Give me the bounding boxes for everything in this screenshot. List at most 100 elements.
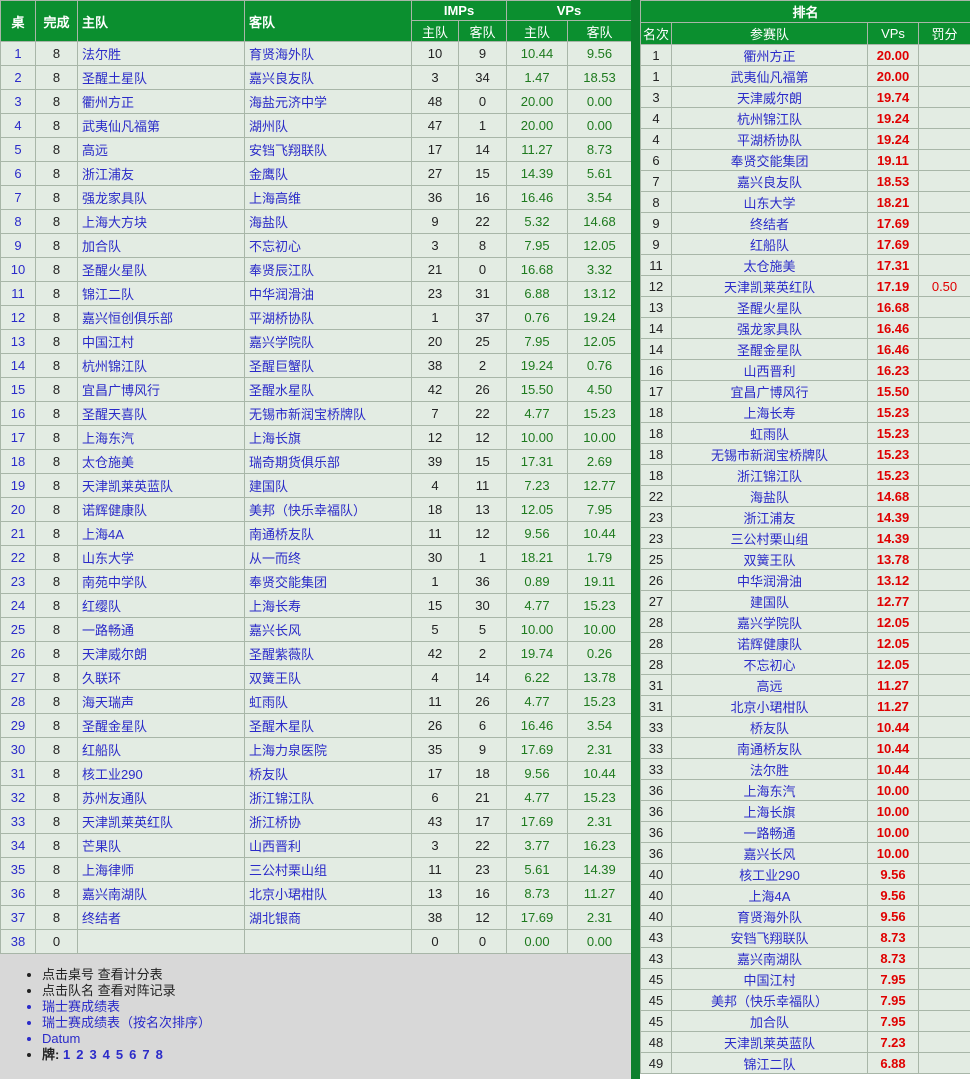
away-team-link[interactable]: 圣醒紫薇队 (244, 641, 412, 666)
board-link-7[interactable]: 7 (142, 1047, 150, 1062)
ranking-team-link[interactable]: 中华润滑油 (671, 569, 868, 591)
table-number-link[interactable]: 27 (0, 665, 36, 690)
table-number-link[interactable]: 37 (0, 905, 36, 930)
home-team-link[interactable]: 上海4A (77, 521, 245, 546)
table-number-link[interactable]: 23 (0, 569, 36, 594)
away-team-link[interactable]: 浙江锦江队 (244, 785, 412, 810)
table-number-link[interactable]: 15 (0, 377, 36, 402)
ranking-team-link[interactable]: 上海东汽 (671, 779, 868, 801)
ranking-team-link[interactable]: 衢州方正 (671, 44, 868, 66)
away-team-link[interactable]: 奉贤交能集团 (244, 569, 412, 594)
away-team-link[interactable]: 嘉兴学院队 (244, 329, 412, 354)
away-team-link[interactable]: 三公村栗山组 (244, 857, 412, 882)
home-team-link[interactable]: 天津威尔朗 (77, 641, 245, 666)
table-number-link[interactable]: 22 (0, 545, 36, 570)
link-swiss-results[interactable]: 瑞士赛成绩表 (42, 999, 211, 1015)
table-number-link[interactable]: 10 (0, 257, 36, 282)
table-number-link[interactable]: 13 (0, 329, 36, 354)
board-link-2[interactable]: 2 (76, 1047, 84, 1062)
home-team-link[interactable]: 圣醒火星队 (77, 257, 245, 282)
table-number-link[interactable]: 24 (0, 593, 36, 618)
ranking-team-link[interactable]: 圣醒金星队 (671, 338, 868, 360)
away-team-link[interactable]: 平湖桥协队 (244, 305, 412, 330)
home-team-link[interactable]: 红船队 (77, 737, 245, 762)
table-number-link[interactable]: 33 (0, 809, 36, 834)
home-team-link[interactable]: 圣醒土星队 (77, 65, 245, 90)
table-number-link[interactable]: 18 (0, 449, 36, 474)
table-number-link[interactable]: 19 (0, 473, 36, 498)
table-number-link[interactable]: 34 (0, 833, 36, 858)
ranking-team-link[interactable]: 太仓施美 (671, 254, 868, 276)
away-team-link[interactable]: 建国队 (244, 473, 412, 498)
home-team-link[interactable]: 浙江浦友 (77, 161, 245, 186)
table-number-link[interactable]: 29 (0, 713, 36, 738)
away-team-link[interactable]: 金鹰队 (244, 161, 412, 186)
home-team-link[interactable]: 锦江二队 (77, 281, 245, 306)
away-team-link[interactable]: 北京小珺柑队 (244, 881, 412, 906)
ranking-team-link[interactable]: 美邦（快乐幸福队） (671, 989, 868, 1011)
ranking-team-link[interactable]: 嘉兴南湖队 (671, 947, 868, 969)
away-team-link[interactable]: 嘉兴良友队 (244, 65, 412, 90)
ranking-team-link[interactable]: 平湖桥协队 (671, 128, 868, 150)
board-link-5[interactable]: 5 (115, 1047, 124, 1062)
ranking-team-link[interactable]: 山西晋利 (671, 359, 868, 381)
home-team-link[interactable]: 终结者 (77, 905, 245, 930)
away-team-link[interactable]: 湖北银商 (244, 905, 412, 930)
ranking-team-link[interactable]: 双簧王队 (671, 548, 868, 570)
ranking-team-link[interactable]: 浙江锦江队 (671, 464, 868, 486)
ranking-team-link[interactable]: 浙江浦友 (671, 506, 868, 528)
ranking-team-link[interactable]: 天津凯莱英红队 (671, 275, 868, 297)
ranking-team-link[interactable]: 高远 (671, 674, 868, 696)
home-team-link[interactable]: 芒果队 (77, 833, 245, 858)
table-number-link[interactable]: 25 (0, 617, 36, 642)
ranking-team-link[interactable]: 宜昌广博风行 (671, 380, 868, 402)
away-team-link[interactable]: 瑞奇期货俱乐部 (244, 449, 412, 474)
ranking-team-link[interactable]: 上海长寿 (671, 401, 868, 423)
ranking-team-link[interactable]: 加合队 (671, 1010, 868, 1032)
home-team-link[interactable]: 天津凯莱英蓝队 (77, 473, 245, 498)
ranking-team-link[interactable]: 上海4A (671, 884, 868, 906)
ranking-team-link[interactable]: 圣醒火星队 (671, 296, 868, 318)
home-team-link[interactable]: 一路畅通 (77, 617, 245, 642)
home-team-link[interactable]: 武夷仙凡福第 (77, 113, 245, 138)
away-team-link[interactable]: 育贤海外队 (244, 41, 412, 66)
board-link-4[interactable]: 4 (102, 1047, 110, 1062)
ranking-team-link[interactable]: 建国队 (671, 590, 868, 612)
board-link-1[interactable]: 1 (62, 1047, 71, 1062)
table-number-link[interactable]: 9 (0, 233, 36, 258)
away-team-link[interactable]: 山西晋利 (244, 833, 412, 858)
ranking-team-link[interactable]: 北京小珺柑队 (671, 695, 868, 717)
table-number-link[interactable]: 21 (0, 521, 36, 546)
table-number-link[interactable]: 31 (0, 761, 36, 786)
ranking-team-link[interactable]: 三公村栗山组 (671, 527, 868, 549)
table-number-link[interactable]: 12 (0, 305, 36, 330)
table-number-link[interactable]: 14 (0, 353, 36, 378)
ranking-team-link[interactable]: 一路畅通 (671, 821, 868, 843)
away-team-link[interactable]: 奉贤辰江队 (244, 257, 412, 282)
away-team-link[interactable]: 圣醒水星队 (244, 377, 412, 402)
ranking-team-link[interactable]: 红船队 (671, 233, 868, 255)
ranking-team-link[interactable]: 天津威尔朗 (671, 86, 868, 108)
away-team-link[interactable]: 海盐元济中学 (244, 89, 412, 114)
home-team-link[interactable]: 圣醒金星队 (77, 713, 245, 738)
away-team-link[interactable]: 湖州队 (244, 113, 412, 138)
table-number-link[interactable]: 28 (0, 689, 36, 714)
table-number-link[interactable]: 1 (0, 41, 36, 66)
away-team-link[interactable]: 圣醒木星队 (244, 713, 412, 738)
table-number-link[interactable]: 8 (0, 209, 36, 234)
home-team-link[interactable]: 衢州方正 (77, 89, 245, 114)
home-team-link[interactable]: 天津凯莱英红队 (77, 809, 245, 834)
away-team-link[interactable]: 从一而终 (244, 545, 412, 570)
ranking-team-link[interactable]: 天津凯莱英蓝队 (671, 1031, 868, 1053)
away-team-link[interactable]: 桥友队 (244, 761, 412, 786)
ranking-team-link[interactable]: 育贤海外队 (671, 905, 868, 927)
table-number-link[interactable]: 36 (0, 881, 36, 906)
ranking-team-link[interactable]: 虹雨队 (671, 422, 868, 444)
ranking-team-link[interactable]: 核工业290 (671, 863, 868, 885)
ranking-team-link[interactable]: 诺辉健康队 (671, 632, 868, 654)
home-team-link[interactable]: 太仓施美 (77, 449, 245, 474)
ranking-team-link[interactable]: 不忘初心 (671, 653, 868, 675)
away-team-link[interactable]: 上海高维 (244, 185, 412, 210)
home-team-link[interactable]: 嘉兴恒创俱乐部 (77, 305, 245, 330)
away-team-link[interactable]: 不忘初心 (244, 233, 412, 258)
